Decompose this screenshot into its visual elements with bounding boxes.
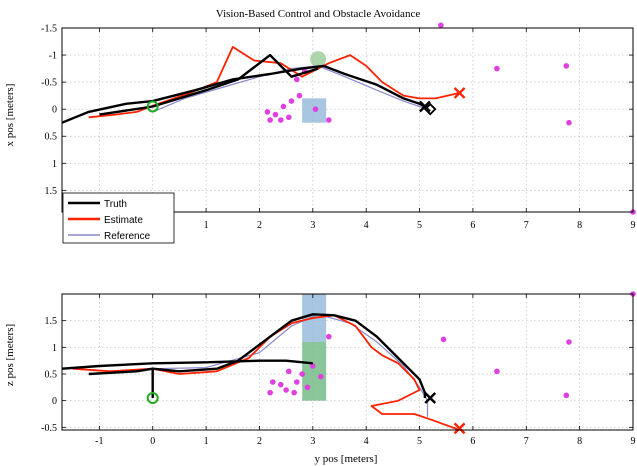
- top-y-axis-label: x pos [meters]: [4, 84, 16, 147]
- obstacle-region-circle: [310, 51, 327, 68]
- obstacle-point: [280, 103, 287, 110]
- obstacle-point: [296, 92, 303, 99]
- y-tick-label: -0.5: [41, 423, 57, 434]
- x-tick-label: 4: [364, 220, 369, 231]
- start-marker: [146, 392, 159, 404]
- y-tick-label: 0.5: [45, 132, 58, 143]
- y-tick-label: -1.5: [41, 24, 57, 35]
- x-tick-label: 5: [417, 436, 422, 447]
- y-tick-label: -1: [49, 51, 57, 62]
- series-line-truth: [88, 313, 427, 398]
- y-tick-label: 0: [52, 105, 57, 116]
- series-line-truth: [61, 359, 313, 370]
- legend: Truth Estimate Reference: [62, 192, 175, 244]
- x-tick-label: 5: [417, 220, 422, 231]
- bottom-x-axis-label: y pos [meters]: [315, 453, 378, 465]
- axes-frame: [61, 293, 634, 431]
- obstacle-point: [285, 114, 292, 121]
- obstacle-point: [494, 368, 500, 375]
- x-tick-label: 2: [257, 220, 262, 231]
- obstacle-region: [302, 342, 327, 401]
- x-tick-label: 3: [310, 220, 315, 231]
- y-tick-label: 0: [52, 396, 57, 407]
- legend-label-reference: Reference: [104, 231, 151, 242]
- x-tick-label: 6: [470, 436, 475, 447]
- x-tick-label: 9: [631, 436, 636, 447]
- obstacle-point: [566, 339, 572, 345]
- obstacle-point: [267, 117, 273, 123]
- series-line-estimate: [72, 314, 460, 431]
- x-tick-label: 4: [364, 436, 369, 447]
- start-marker: [146, 100, 159, 113]
- obstacle-point: [494, 65, 500, 72]
- y-tick-label: 1.5: [45, 316, 58, 327]
- plot-area: [62, 294, 633, 430]
- obstacle-point: [288, 98, 295, 104]
- top-panel: 1 2 3 4 5 6 7 8 9 -1.5 -1 -0.5 0 0.5 1 1.5: [41, 22, 636, 231]
- obstacle-point: [267, 389, 273, 396]
- end-diamond-marker: [423, 102, 437, 116]
- legend-label-truth: Truth: [104, 199, 127, 210]
- obstacle-point: [304, 384, 311, 391]
- y-tick-label: 1.5: [45, 186, 58, 197]
- obstacle-point: [277, 117, 284, 123]
- obstacle-point: [326, 333, 332, 340]
- x-tick-label: 8: [577, 436, 582, 447]
- axes-frame: [61, 27, 634, 213]
- obstacle-point: [294, 379, 300, 385]
- obstacle-point: [310, 363, 316, 369]
- x-tick-label: 2: [257, 436, 262, 447]
- obstacle-point: [283, 387, 289, 393]
- obstacle-point: [272, 111, 279, 118]
- x-tick-label: 3: [310, 436, 315, 447]
- y-tick-label: 1: [52, 159, 57, 170]
- legend-label-estimate: Estimate: [104, 215, 143, 226]
- obstacle-point: [299, 371, 305, 377]
- end-marker-estimate: [453, 422, 466, 435]
- obstacle-point: [326, 117, 332, 123]
- obstacle-point: [312, 106, 319, 112]
- obstacle-point: [318, 373, 324, 380]
- obstacle-point: [563, 63, 570, 69]
- series-line-truth: [99, 53, 319, 116]
- end-marker-truth: [419, 100, 431, 113]
- y-tick-label: -0.5: [41, 78, 57, 89]
- end-marker-estimate: [453, 87, 466, 99]
- obstacle-point: [294, 76, 300, 83]
- end-marker-truth: [424, 392, 437, 404]
- bottom-y-axis-label: z pos [meters]: [4, 324, 16, 386]
- y-tick-label: 0.5: [45, 370, 58, 381]
- chart-title: Vision-Based Control and Obstacle Avoida…: [216, 8, 421, 20]
- obstacle-point: [566, 119, 572, 126]
- x-tick-label: 7: [524, 436, 529, 447]
- obstacle-point: [291, 389, 297, 396]
- obstacle-point: [269, 379, 276, 385]
- y-tick-label: 1: [52, 343, 57, 354]
- x-tick-label: 8: [577, 220, 582, 231]
- x-tick-label: 1: [204, 436, 209, 447]
- obstacle-point: [440, 336, 447, 343]
- obstacle-point: [264, 109, 271, 115]
- obstacle-point: [285, 368, 292, 375]
- x-tick-label: -1: [95, 436, 103, 447]
- obstacle-point: [277, 381, 284, 388]
- obstacle-point: [438, 22, 444, 29]
- plot-area: [62, 28, 633, 212]
- x-tick-label: 1: [204, 220, 209, 231]
- obstacle-point: [563, 392, 570, 399]
- x-tick-label: 0: [150, 436, 155, 447]
- bottom-panel: -1 0 1 2 3 4 5 6 7 8 9 -0.5 0 0.5 1 1.5: [41, 291, 636, 447]
- x-tick-label: 9: [631, 220, 636, 231]
- x-tick-label: 6: [470, 220, 475, 231]
- x-tick-label: 7: [524, 220, 529, 231]
